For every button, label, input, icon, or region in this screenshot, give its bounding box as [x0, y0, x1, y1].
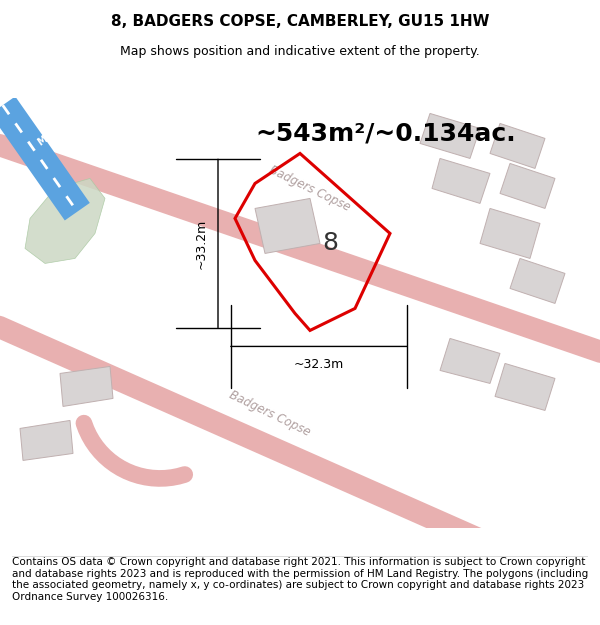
Polygon shape [420, 114, 480, 158]
Polygon shape [440, 339, 500, 383]
Text: ~32.3m: ~32.3m [294, 358, 344, 371]
Text: ~543m²/~0.134ac.: ~543m²/~0.134ac. [255, 121, 515, 146]
Text: 8, BADGERS COPSE, CAMBERLEY, GU15 1HW: 8, BADGERS COPSE, CAMBERLEY, GU15 1HW [111, 14, 489, 29]
Polygon shape [20, 421, 73, 461]
Polygon shape [495, 363, 555, 411]
Polygon shape [480, 209, 540, 259]
Text: 8: 8 [322, 231, 338, 256]
Polygon shape [432, 158, 490, 204]
Polygon shape [500, 163, 555, 209]
Text: ~33.2m: ~33.2m [195, 218, 208, 269]
Polygon shape [490, 124, 545, 168]
Polygon shape [60, 366, 113, 406]
Text: Badgers Copse: Badgers Copse [227, 388, 313, 439]
Polygon shape [25, 179, 105, 264]
Text: Badgers Copse: Badgers Copse [268, 163, 353, 214]
Text: M3: M3 [35, 129, 55, 148]
Text: Contains OS data © Crown copyright and database right 2021. This information is : Contains OS data © Crown copyright and d… [12, 557, 588, 602]
Text: Map shows position and indicative extent of the property.: Map shows position and indicative extent… [120, 45, 480, 58]
Polygon shape [255, 199, 320, 254]
Polygon shape [510, 259, 565, 303]
